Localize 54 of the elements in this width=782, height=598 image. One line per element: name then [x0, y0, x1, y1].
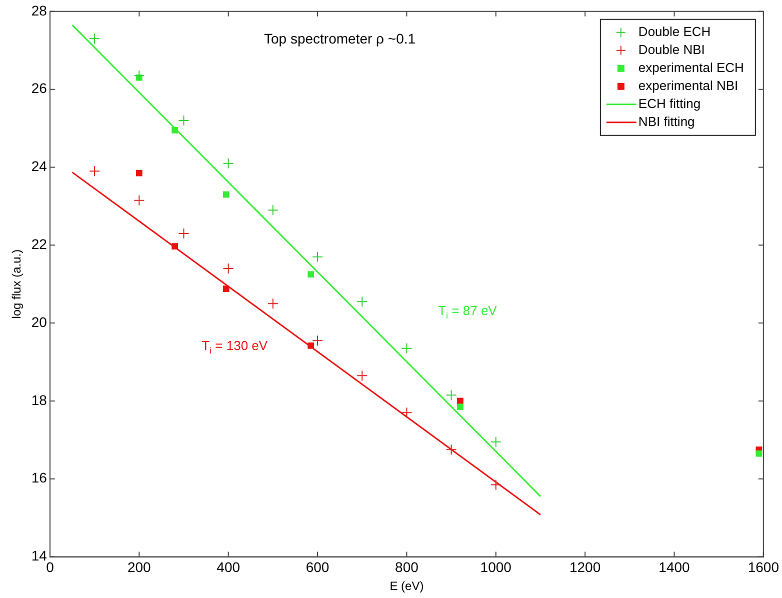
- point: [401, 407, 412, 418]
- point: [178, 228, 190, 239]
- legend-label: Double NBI: [638, 42, 705, 57]
- y-axis-title: log flux (a.u.): [10, 249, 24, 319]
- point: [222, 191, 230, 198]
- x-tick-label: 800: [395, 559, 419, 576]
- point: [267, 204, 278, 216]
- point: [89, 33, 100, 44]
- x-axis-title: E (eV): [390, 579, 424, 594]
- point: [446, 444, 457, 456]
- point: [356, 296, 368, 308]
- x-tick-label: 0: [46, 559, 54, 576]
- point: [136, 170, 142, 176]
- point: [222, 263, 234, 274]
- point: [490, 479, 502, 490]
- point: [222, 286, 230, 292]
- point: [172, 243, 178, 250]
- x-tick-label: 1000: [480, 559, 512, 576]
- y-tick-label: 26: [31, 80, 48, 96]
- x-tick-label: 1200: [569, 559, 601, 576]
- point: [446, 390, 457, 401]
- point: [222, 158, 234, 169]
- x-tick-label: 400: [216, 559, 240, 576]
- point: [401, 342, 412, 354]
- point: [308, 271, 314, 278]
- legend-label: experimental NBI: [638, 78, 738, 93]
- point: [457, 404, 464, 410]
- point: [134, 194, 145, 206]
- point: [134, 70, 145, 82]
- legend-label: experimental ECH: [638, 60, 744, 75]
- x-tick-label: 600: [306, 559, 330, 576]
- y-tick-label: 20: [31, 314, 48, 330]
- legend-label: Double ECH: [638, 24, 711, 39]
- point: [356, 370, 368, 382]
- x-tick-label: 1400: [658, 559, 690, 576]
- point: [490, 436, 502, 448]
- text: Top spectrometer ρ ~0.1: [264, 30, 416, 46]
- y-tick-label: 28: [31, 2, 48, 18]
- legend-label: NBI fitting: [638, 114, 695, 129]
- y-tick-label: 16: [31, 470, 48, 486]
- point: [178, 114, 190, 126]
- y-tick-label: 18: [31, 392, 48, 408]
- y-tick-label: 14: [31, 548, 48, 564]
- point: [308, 342, 314, 349]
- point: [312, 335, 324, 346]
- point: [267, 298, 278, 310]
- point: [312, 251, 324, 262]
- x-tick-label: 200: [127, 559, 152, 576]
- y-tick-label: 22: [31, 236, 48, 252]
- x-tick-label: 1600: [748, 559, 780, 576]
- legend-label: ECH fitting: [638, 96, 701, 111]
- point: [172, 127, 178, 134]
- point: [89, 166, 100, 177]
- y-tick-label: 24: [31, 158, 48, 174]
